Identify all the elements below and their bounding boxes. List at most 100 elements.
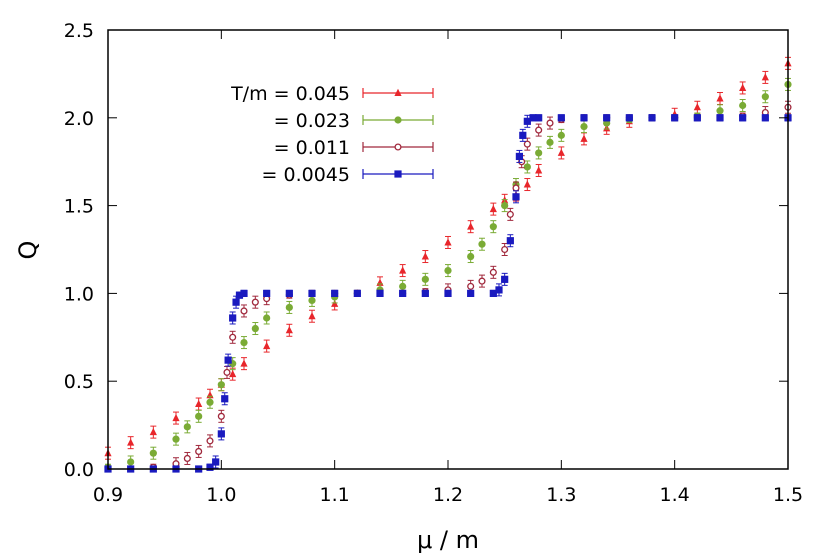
- data-point: [172, 435, 180, 443]
- data-point: [172, 413, 180, 422]
- data-point: [353, 289, 361, 297]
- data-point: [399, 266, 407, 274]
- data-point: [529, 114, 537, 122]
- x-axis-ticks: 0.9 1.0 1.1 1.2 1.3 1.4 1.5: [93, 30, 803, 506]
- data-point: [149, 427, 157, 436]
- data-point: [716, 94, 724, 102]
- data-point: [285, 303, 293, 312]
- data-point: [580, 122, 588, 131]
- data-point: [421, 275, 429, 283]
- data-point: [761, 93, 769, 101]
- legend-marker: [394, 143, 402, 151]
- y-tick-label: 0.0: [64, 459, 94, 481]
- data-point: [519, 131, 527, 139]
- data-point: [761, 73, 769, 81]
- data-point: [501, 245, 509, 254]
- data-point: [535, 166, 543, 174]
- data-point: [376, 289, 384, 297]
- data-point: [444, 266, 452, 275]
- data-point: [501, 275, 509, 283]
- data-point: [546, 138, 554, 146]
- data-point: [224, 356, 232, 364]
- data-point: [512, 193, 520, 201]
- legend-label: T/m = 0.045: [230, 83, 350, 105]
- data-point: [240, 359, 248, 367]
- legend-label: = 0.011: [274, 137, 350, 159]
- data-point: [285, 326, 293, 334]
- data-point: [512, 184, 520, 192]
- data-point: [212, 458, 220, 466]
- data-point: [557, 114, 565, 122]
- data-point: [478, 277, 486, 285]
- data-point: [671, 114, 679, 122]
- x-axis-title: μ / m: [417, 526, 479, 554]
- data-point: [489, 223, 497, 231]
- x-tick-label: 1.1: [320, 484, 350, 506]
- data-point: [206, 437, 214, 445]
- data-point: [285, 289, 293, 297]
- data-point: [217, 430, 225, 438]
- data-point: [506, 237, 514, 245]
- legend: T/m = 0.045 = 0.023 = 0.011 = 0.0045: [230, 83, 434, 186]
- data-point: [535, 126, 543, 134]
- data-point: [195, 399, 203, 408]
- data-point: [761, 114, 769, 122]
- data-point: [739, 83, 747, 91]
- x-tick-label: 1.4: [660, 484, 690, 506]
- data-point: [240, 307, 248, 315]
- data-point: [693, 114, 701, 122]
- data-point: [506, 210, 514, 218]
- data-point: [515, 152, 523, 161]
- data-point: [523, 117, 531, 125]
- data-point: [467, 282, 475, 290]
- data-point: [229, 369, 237, 378]
- data-point: [557, 148, 565, 156]
- data-point: [648, 114, 656, 122]
- data-point: [693, 103, 701, 111]
- data-point: [251, 298, 259, 306]
- data-point: [625, 114, 633, 122]
- x-tick-label: 1.3: [546, 484, 576, 506]
- y-tick-label: 1.0: [64, 283, 94, 305]
- data-point: [603, 114, 611, 122]
- data-point: [127, 458, 135, 466]
- data-point: [263, 289, 271, 297]
- data-point: [223, 368, 231, 376]
- data-point: [421, 289, 429, 297]
- legend-marker: [394, 170, 402, 178]
- data-point: [489, 268, 497, 276]
- data-point: [229, 333, 237, 341]
- data-point: [444, 238, 452, 246]
- data-point: [739, 101, 747, 110]
- data-point: [421, 252, 429, 260]
- data-point: [206, 398, 214, 406]
- legend-label: = 0.0045: [262, 164, 350, 186]
- x-tick-label: 1.5: [773, 484, 803, 506]
- x-tick-label: 1.2: [433, 484, 463, 506]
- y-tick-label: 2.5: [64, 20, 94, 42]
- data-point: [580, 134, 588, 142]
- data-point: [495, 286, 503, 294]
- data-point: [716, 107, 724, 115]
- legend-marker: [394, 88, 402, 96]
- data-point: [580, 114, 588, 122]
- data-point: [546, 119, 554, 127]
- data-point: [467, 252, 475, 261]
- data-point: [229, 314, 237, 322]
- data-point: [523, 140, 531, 148]
- data-point: [240, 338, 248, 347]
- data-point: [716, 114, 724, 122]
- y-tick-label: 0.5: [64, 371, 94, 393]
- data-point: [235, 291, 244, 299]
- data-point: [127, 438, 135, 446]
- data-point: [331, 289, 339, 297]
- y-axis-ticks: 0.0 0.5 1.0 1.5 2.0 2.5: [64, 20, 788, 481]
- data-point: [263, 341, 271, 350]
- x-tick-label: 1.0: [206, 484, 236, 506]
- data-point: [523, 180, 531, 188]
- series-layer: [104, 56, 792, 473]
- data-point: [467, 222, 475, 230]
- data-point: [195, 447, 203, 455]
- data-point: [467, 289, 475, 297]
